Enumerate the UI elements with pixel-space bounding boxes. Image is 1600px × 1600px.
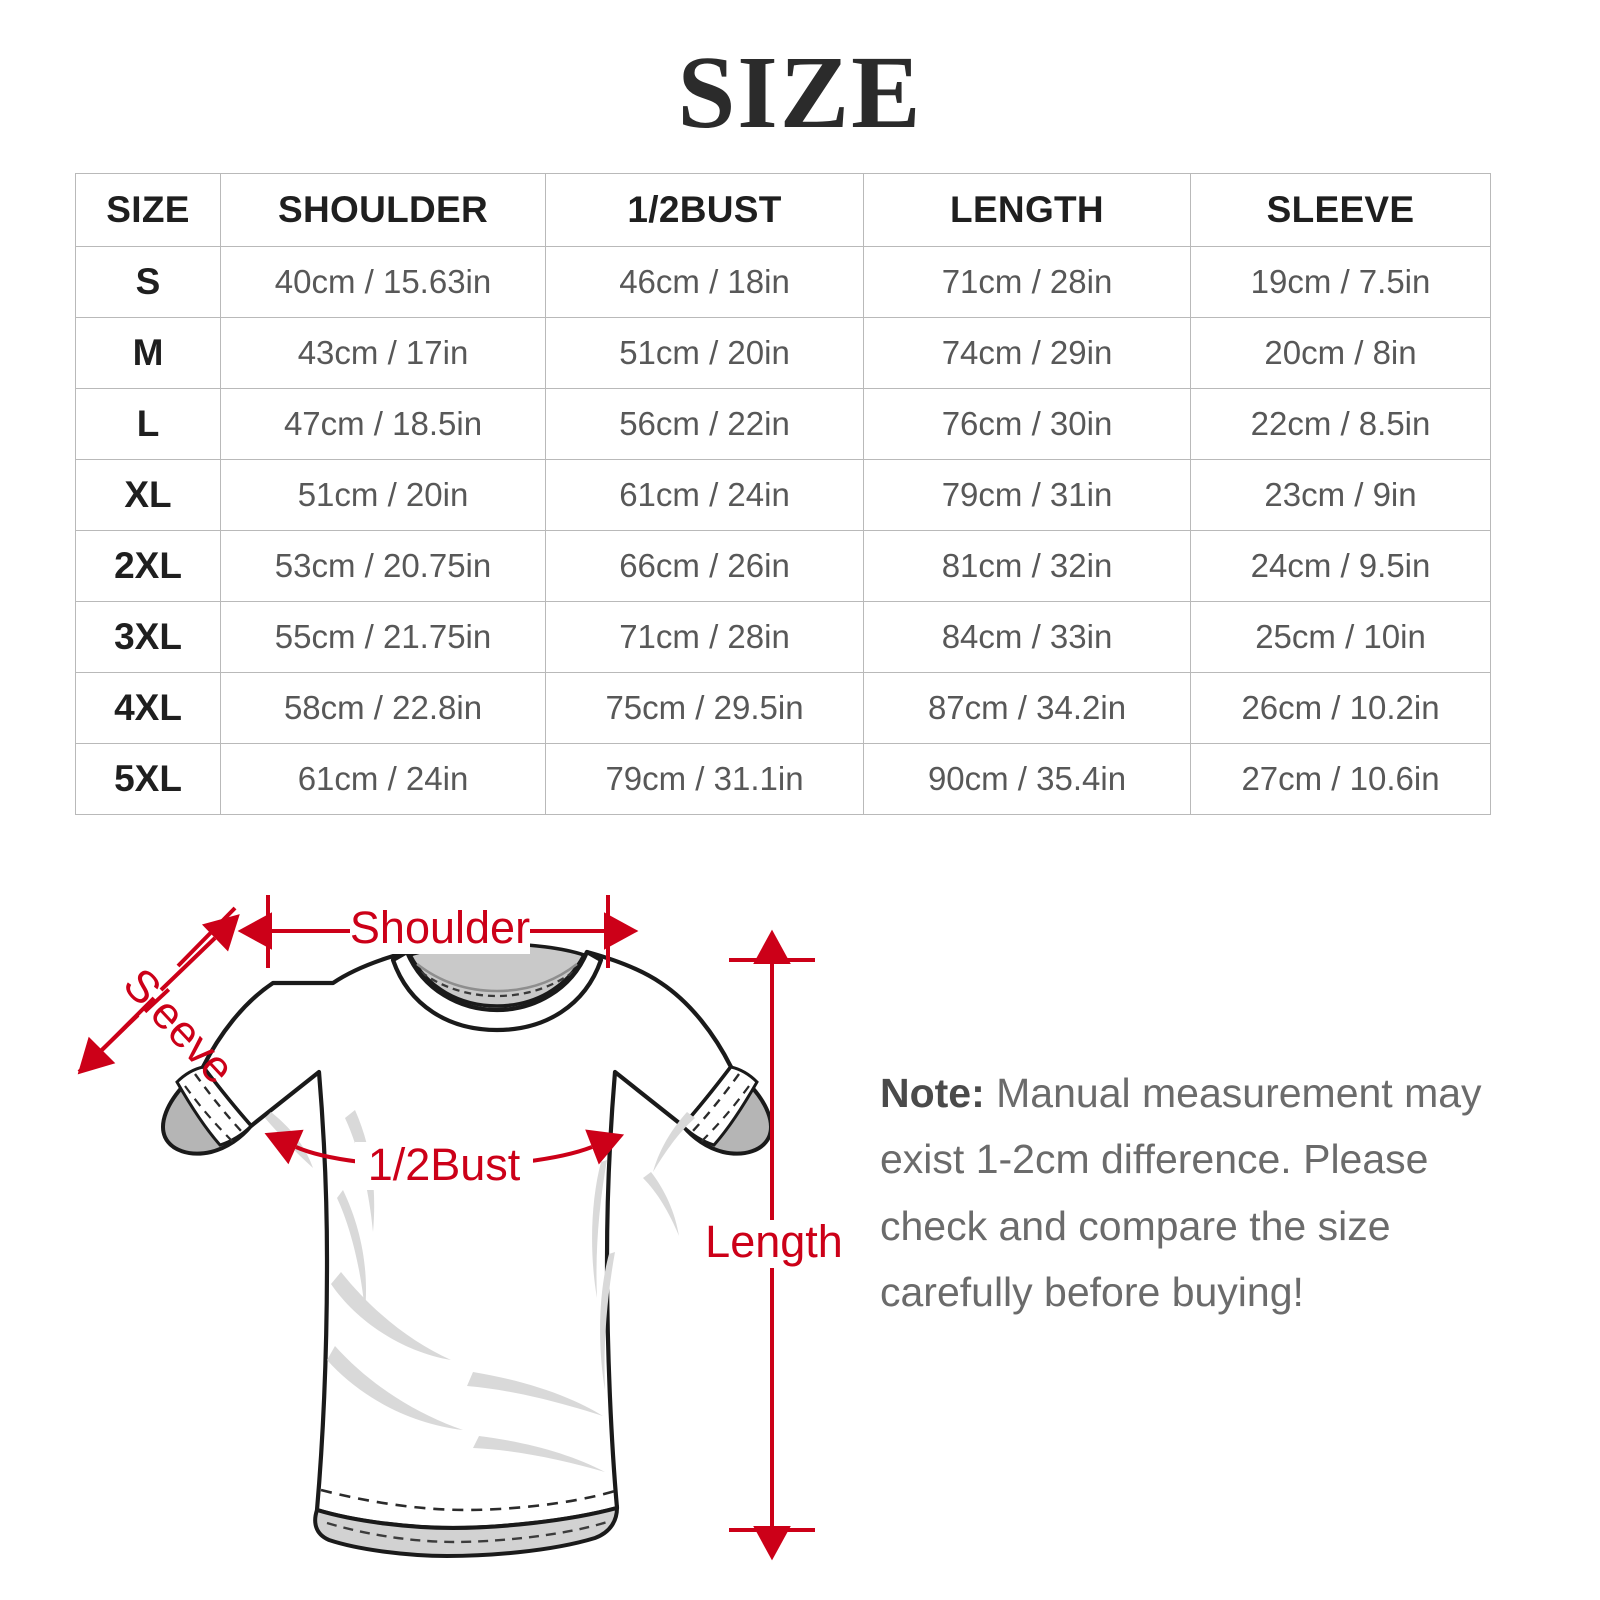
cell-size: 4XL bbox=[75, 672, 221, 744]
right-sleeve-stitch-inner bbox=[700, 1085, 750, 1143]
cell-length: 71cm / 28in bbox=[863, 246, 1191, 318]
table-row: L 47cm / 18.5in 56cm / 22in 76cm / 30in … bbox=[75, 388, 1491, 460]
cell-shoulder: 61cm / 24in bbox=[220, 743, 546, 815]
cell-length: 76cm / 30in bbox=[863, 388, 1191, 460]
cell-bust: 66cm / 26in bbox=[545, 530, 864, 602]
sleeve-label: Sleeve bbox=[114, 958, 245, 1093]
tshirt-illustration bbox=[161, 942, 773, 1559]
size-table: SIZE SHOULDER 1/2BUST LENGTH SLEEVE S 40… bbox=[75, 173, 1491, 815]
cell-size: XL bbox=[75, 459, 221, 531]
hem-stitch-upper bbox=[320, 1488, 616, 1512]
cell-shoulder: 51cm / 20in bbox=[220, 459, 546, 531]
sleeve-arrow-upper bbox=[159, 914, 240, 992]
cell-length: 74cm / 29in bbox=[863, 317, 1191, 389]
right-sleeve-cuff-facet bbox=[680, 1065, 759, 1147]
cell-sleeve: 20cm / 8in bbox=[1190, 317, 1491, 389]
collar-rib bbox=[390, 949, 604, 1033]
shoulder-label: Shoulder bbox=[350, 902, 530, 953]
left-sleeve-stitch-inner bbox=[184, 1085, 234, 1143]
cell-sleeve: 24cm / 9.5in bbox=[1190, 530, 1491, 602]
table-row: 3XL 55cm / 21.75in 71cm / 28in 84cm / 33… bbox=[75, 601, 1491, 673]
table-row: XL 51cm / 20in 61cm / 24in 79cm / 31in 2… bbox=[75, 459, 1491, 531]
cell-size: S bbox=[75, 246, 221, 318]
collar-stitch-band-2 bbox=[416, 962, 578, 993]
shirt-body-outline bbox=[200, 949, 734, 1531]
half-bust-label: 1/2Bust bbox=[368, 1139, 521, 1190]
hem-roll bbox=[313, 1505, 620, 1559]
table-row: S 40cm / 15.63in 46cm / 18in 71cm / 28in… bbox=[75, 246, 1491, 318]
length-label-bg bbox=[695, 1220, 853, 1268]
cell-length: 79cm / 31in bbox=[863, 459, 1191, 531]
cell-shoulder: 40cm / 15.63in bbox=[220, 246, 546, 318]
table-header-row: SIZE SHOULDER 1/2BUST LENGTH SLEEVE bbox=[75, 173, 1491, 247]
tshirt-diagram-svg: Shoulder Sleeve 1/2Bust Length bbox=[77, 895, 853, 1561]
cell-bust: 51cm / 20in bbox=[545, 317, 864, 389]
cell-size: 2XL bbox=[75, 530, 221, 602]
cell-size: 3XL bbox=[75, 601, 221, 673]
measurement-diagram: Shoulder Sleeve 1/2Bust Length bbox=[0, 840, 1600, 1600]
cell-bust: 75cm / 29.5in bbox=[545, 672, 864, 744]
cell-size: M bbox=[75, 317, 221, 389]
page-title: SIZE bbox=[677, 35, 923, 150]
right-sleeve-stitch-outer bbox=[690, 1073, 740, 1134]
table-row: 4XL 58cm / 22.8in 75cm / 29.5in 87cm / 3… bbox=[75, 672, 1491, 744]
column-header-sleeve: SLEEVE bbox=[1190, 173, 1491, 247]
cell-shoulder: 58cm / 22.8in bbox=[220, 672, 546, 744]
length-label: Length bbox=[705, 1216, 843, 1267]
column-header-shoulder: SHOULDER bbox=[220, 173, 546, 247]
cell-shoulder: 53cm / 20.75in bbox=[220, 530, 546, 602]
column-header-length: LENGTH bbox=[863, 173, 1191, 247]
cell-size: L bbox=[75, 388, 221, 460]
cell-length: 90cm / 35.4in bbox=[863, 743, 1191, 815]
cell-shoulder: 47cm / 18.5in bbox=[220, 388, 546, 460]
hem-stitch-lower bbox=[326, 1520, 608, 1544]
table-row: 5XL 61cm / 24in 79cm / 31.1in 90cm / 35.… bbox=[75, 743, 1491, 815]
cell-size: 5XL bbox=[75, 743, 221, 815]
cell-length: 87cm / 34.2in bbox=[863, 672, 1191, 744]
cell-shoulder: 43cm / 17in bbox=[220, 317, 546, 389]
cell-length: 84cm / 33in bbox=[863, 601, 1191, 673]
cell-sleeve: 19cm / 7.5in bbox=[1190, 246, 1491, 318]
shoulder-label-bg bbox=[350, 908, 530, 954]
table-row: 2XL 53cm / 20.75in 66cm / 26in 81cm / 32… bbox=[75, 530, 1491, 602]
note-block: Note: Manual measurement may exist 1-2cm… bbox=[880, 1060, 1500, 1326]
half-bust-label-bg bbox=[355, 1142, 533, 1190]
cell-sleeve: 25cm / 10in bbox=[1190, 601, 1491, 673]
column-header-size: SIZE bbox=[75, 173, 221, 247]
cell-bust: 46cm / 18in bbox=[545, 246, 864, 318]
cell-bust: 56cm / 22in bbox=[545, 388, 864, 460]
collar-stitch-band bbox=[420, 971, 574, 998]
table-body: S 40cm / 15.63in 46cm / 18in 71cm / 28in… bbox=[75, 246, 1491, 815]
left-sleeve-stitch-outer bbox=[194, 1073, 244, 1134]
cell-bust: 61cm / 24in bbox=[545, 459, 864, 531]
sleeve-tick-upper bbox=[176, 906, 237, 968]
table-row: M 43cm / 17in 51cm / 20in 74cm / 29in 20… bbox=[75, 317, 1491, 389]
cell-shoulder: 55cm / 21.75in bbox=[220, 601, 546, 673]
column-header-bust: 1/2BUST bbox=[545, 173, 864, 247]
cell-sleeve: 23cm / 9in bbox=[1190, 459, 1491, 531]
sleeve-arrow-lower bbox=[77, 996, 156, 1075]
cell-sleeve: 22cm / 8.5in bbox=[1190, 388, 1491, 460]
table-header: SIZE SHOULDER 1/2BUST LENGTH SLEEVE bbox=[75, 173, 1491, 247]
left-sleeve-cuff-facet bbox=[175, 1065, 254, 1147]
note-body: Manual measurement may exist 1-2cm diffe… bbox=[880, 1070, 1482, 1316]
cell-length: 81cm / 32in bbox=[863, 530, 1191, 602]
cell-bust: 79cm / 31.1in bbox=[545, 743, 864, 815]
note-lead: Note: bbox=[880, 1070, 985, 1116]
cell-bust: 71cm / 28in bbox=[545, 601, 864, 673]
cell-sleeve: 27cm / 10.6in bbox=[1190, 743, 1491, 815]
cell-sleeve: 26cm / 10.2in bbox=[1190, 672, 1491, 744]
